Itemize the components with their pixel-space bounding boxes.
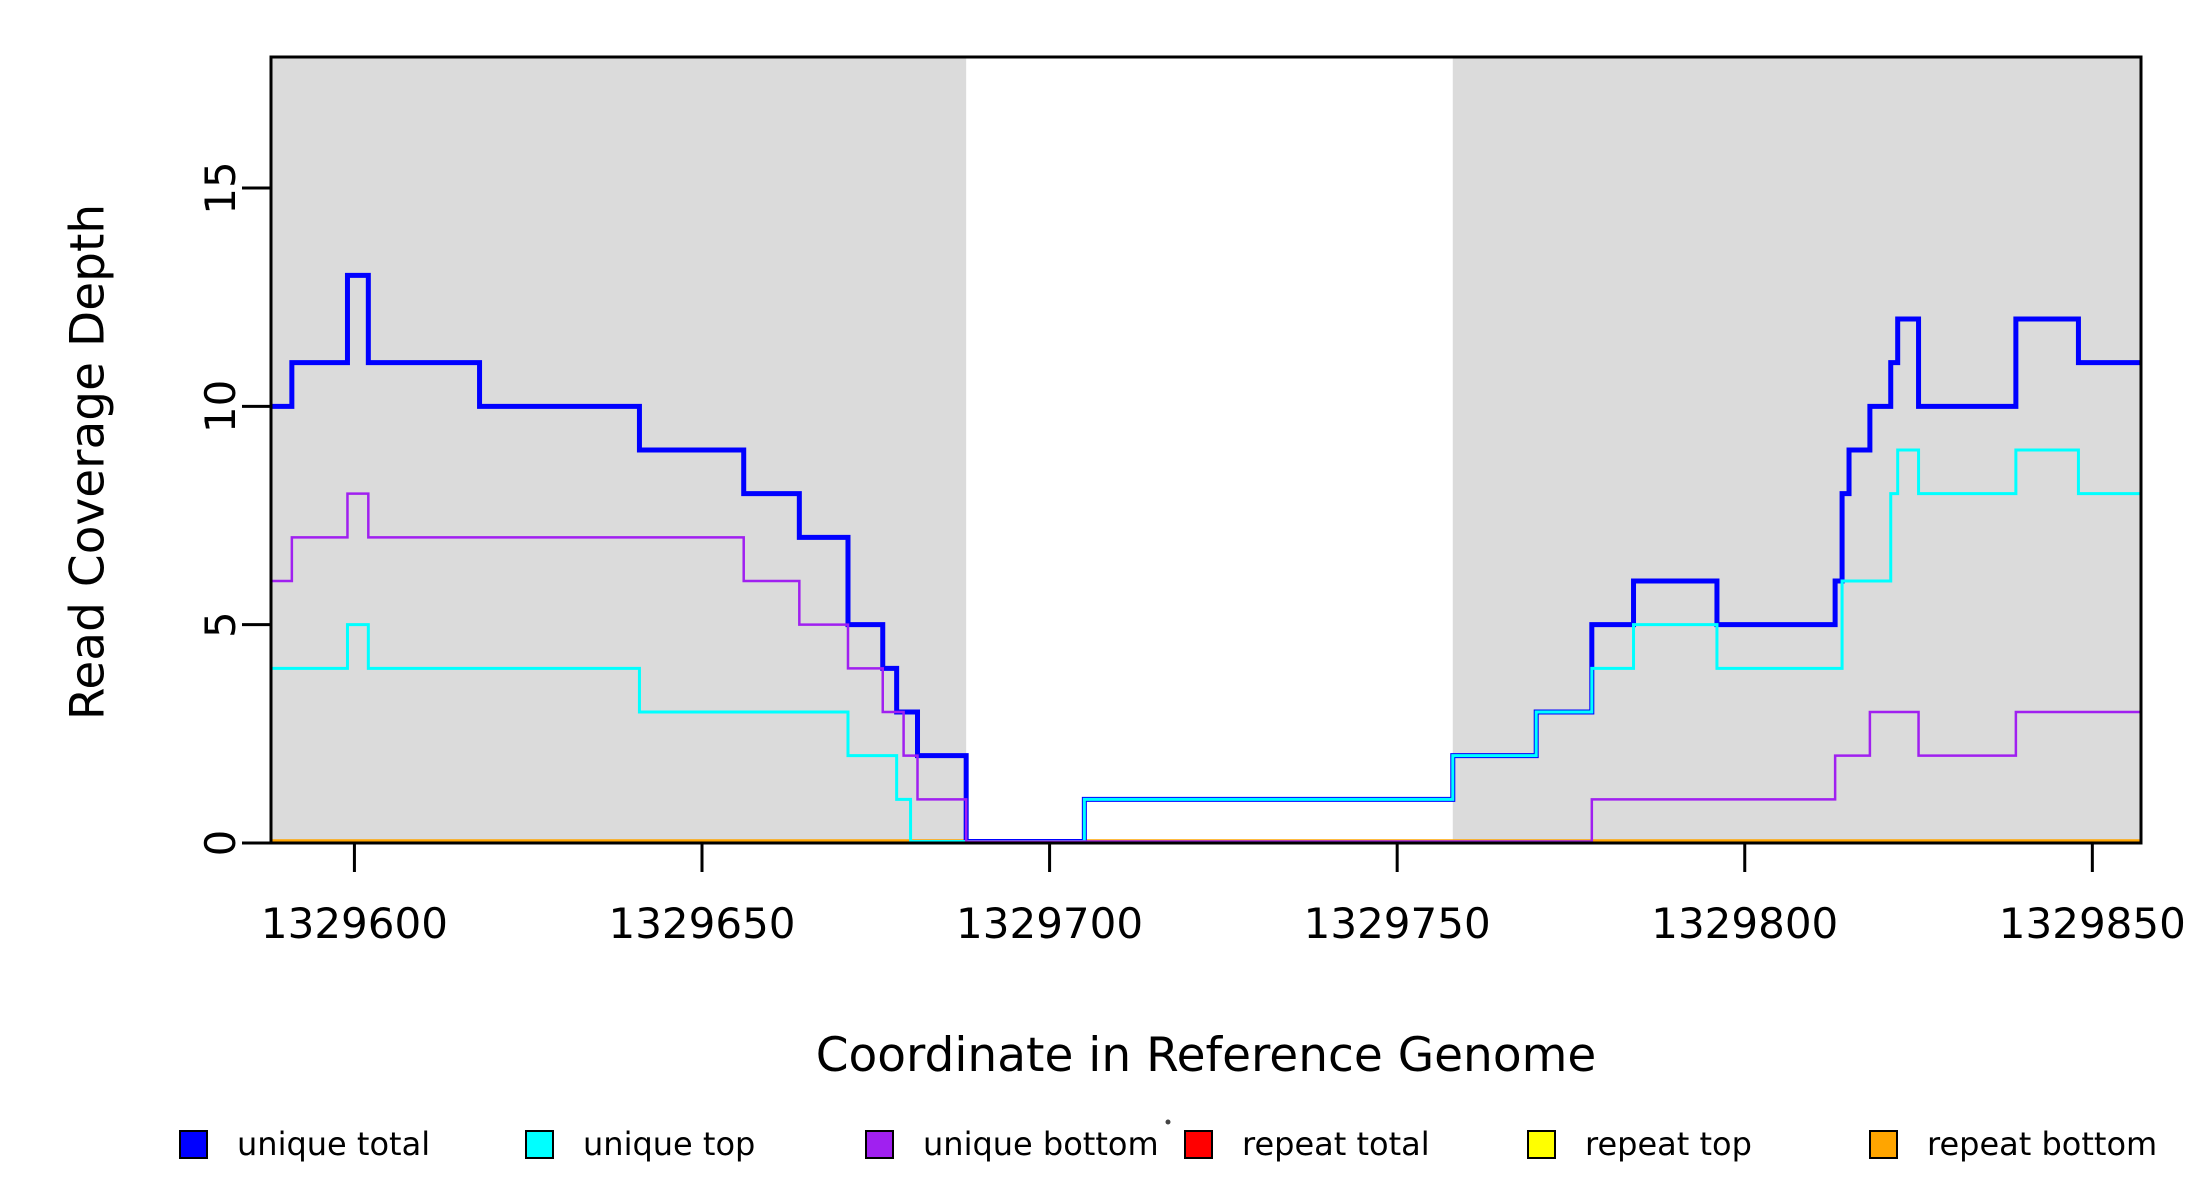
legend-label: repeat bottom bbox=[1927, 1125, 2158, 1163]
stray-dot-artifact bbox=[1165, 1119, 1171, 1125]
legend-item-repeat-bottom: repeat bottom bbox=[1869, 1125, 2157, 1163]
plot-border bbox=[269, 55, 2143, 845]
repeat-bottom-swatch-icon bbox=[1869, 1129, 1898, 1159]
y-tick-label: 0 bbox=[196, 830, 245, 857]
series-unique-bottom bbox=[271, 492, 2141, 843]
legend-label: unique total bbox=[237, 1125, 431, 1163]
x-axis-title: Coordinate in Reference Genome bbox=[815, 1028, 1597, 1083]
legend-label: repeat total bbox=[1242, 1125, 1430, 1163]
legend-label: repeat top bbox=[1585, 1125, 1752, 1163]
legend-item-repeat-total: repeat total bbox=[1184, 1125, 1430, 1163]
y-tick-label: 10 bbox=[196, 380, 245, 433]
x-tick-label: 1329800 bbox=[1651, 899, 1838, 948]
legend-item-unique-top: unique top bbox=[525, 1125, 755, 1163]
legend-item-unique-total: unique total bbox=[179, 1125, 430, 1163]
x-tick-label: 1329850 bbox=[1999, 899, 2186, 948]
x-tick-label: 1329750 bbox=[1304, 899, 1491, 948]
legend-item-repeat-top: repeat top bbox=[1527, 1125, 1752, 1163]
repeat-top-swatch-icon bbox=[1527, 1129, 1556, 1159]
unique-bottom-swatch-icon bbox=[865, 1129, 894, 1159]
x-tick-label: 1329650 bbox=[608, 899, 795, 948]
unique-total-swatch-icon bbox=[179, 1129, 208, 1159]
x-tick-label: 1329700 bbox=[956, 899, 1143, 948]
unique-top-swatch-icon bbox=[525, 1129, 554, 1159]
legend-label: unique bottom bbox=[923, 1125, 1159, 1163]
repeat-total-swatch-icon bbox=[1184, 1129, 1213, 1159]
y-tick-label: 5 bbox=[196, 611, 245, 638]
legend-item-unique-bottom: unique bottom bbox=[865, 1125, 1159, 1163]
left-gray-band bbox=[271, 57, 967, 843]
legend-label: unique top bbox=[583, 1125, 756, 1163]
y-tick-label: 15 bbox=[196, 161, 245, 214]
x-tick-label: 1329600 bbox=[261, 899, 448, 948]
y-axis-title: Read Coverage Depth bbox=[60, 203, 116, 721]
series-unique-top bbox=[271, 448, 2141, 843]
